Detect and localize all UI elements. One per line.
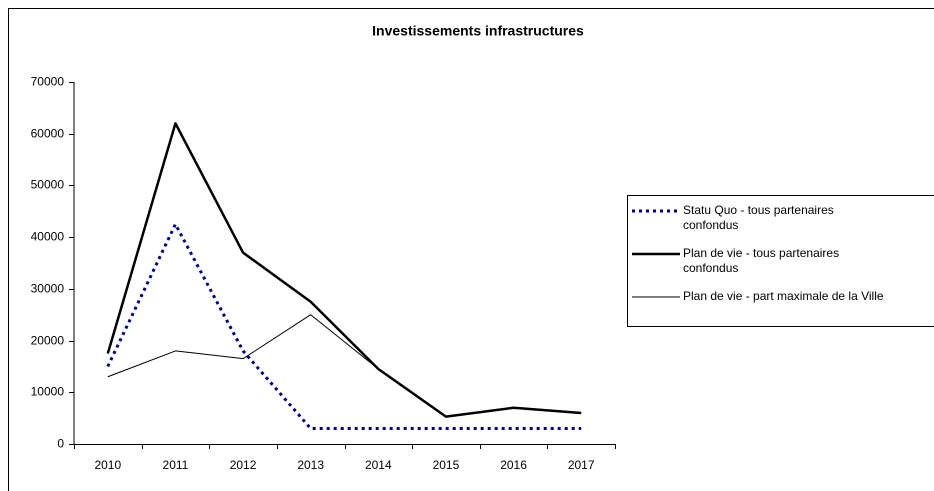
- x-tick-label: 2013: [297, 458, 324, 472]
- y-tick-label: 70000: [31, 75, 65, 89]
- x-tick-label: 2014: [365, 458, 392, 472]
- y-tick-label: 50000: [31, 178, 65, 192]
- x-tick-label: 2017: [568, 458, 595, 472]
- legend-item: Plan de vie - tous partenaires confondus: [683, 246, 840, 275]
- y-tick-label: 30000: [31, 282, 65, 296]
- legend-item: Plan de vie - part maximale de la Ville: [683, 289, 884, 303]
- series-line: [106, 222, 582, 430]
- x-tick-label: 2015: [433, 458, 460, 472]
- x-tick-label: 2016: [500, 458, 527, 472]
- series-line: [107, 314, 582, 418]
- x-tick-label: 2011: [163, 458, 189, 472]
- legend-item: Statu Quo - tous partenaires confondus: [683, 203, 834, 232]
- y-tick-label: 40000: [31, 230, 65, 244]
- x-tick-label: 2012: [230, 458, 257, 472]
- y-tick-label: 20000: [31, 334, 65, 348]
- y-tick-label: 60000: [31, 127, 65, 141]
- x-tick-label: 2010: [94, 458, 121, 472]
- legend-label: Plan de vie - tous partenaires confondus: [683, 246, 840, 275]
- y-tick-label: 10000: [31, 385, 65, 399]
- legend-label: Plan de vie - part maximale de la Ville: [683, 289, 884, 303]
- legend-label: Statu Quo - tous partenaires confondus: [683, 203, 834, 232]
- y-tick-label: 0: [57, 437, 64, 451]
- legend-box: [627, 195, 934, 327]
- chart-title: Investissements infrastructures: [372, 23, 584, 39]
